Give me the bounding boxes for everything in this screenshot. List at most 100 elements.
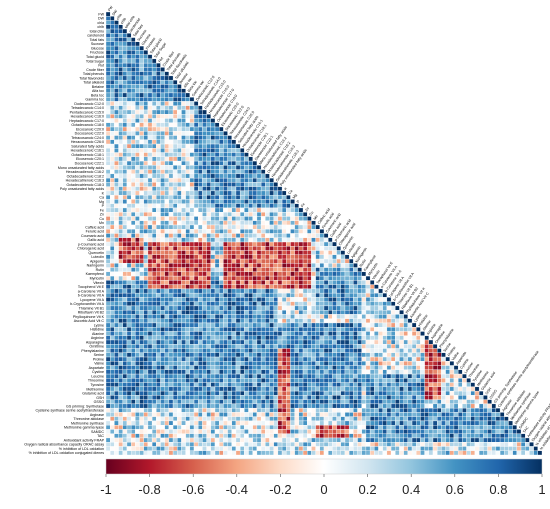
matrix-cell	[160, 109, 165, 115]
matrix-cell	[231, 258, 237, 264]
matrix-cell	[353, 395, 358, 400]
matrix-cell	[185, 267, 191, 273]
matrix-cell	[126, 361, 132, 366]
matrix-cell	[252, 407, 258, 413]
matrix-cell	[411, 356, 417, 362]
matrix-cell	[265, 369, 270, 375]
matrix-cell	[290, 301, 295, 307]
matrix-cell	[244, 199, 249, 204]
matrix-cell	[185, 156, 191, 162]
matrix-cell	[457, 382, 463, 388]
matrix-cell	[160, 254, 165, 260]
matrix-cell	[202, 399, 207, 405]
matrix-cell	[227, 433, 232, 439]
matrix-cell	[219, 318, 224, 324]
matrix-cell	[210, 118, 216, 123]
matrix-cell	[118, 118, 123, 123]
matrix-cell	[231, 288, 237, 294]
matrix-cell	[172, 229, 178, 234]
matrix-cell	[135, 97, 140, 102]
matrix-cell	[239, 246, 245, 251]
matrix-cell	[307, 224, 312, 230]
matrix-cell	[357, 429, 362, 434]
matrix-cell	[130, 403, 136, 409]
matrix-cell	[319, 356, 325, 362]
matrix-cell	[311, 399, 316, 405]
matrix-cell	[244, 152, 249, 158]
matrix-cell	[130, 344, 136, 349]
matrix-cell	[369, 356, 375, 362]
matrix-cell	[177, 412, 182, 417]
matrix-cell	[168, 177, 174, 183]
matrix-cell	[143, 395, 149, 400]
matrix-cell	[252, 348, 258, 353]
matrix-cell	[110, 131, 115, 136]
matrix-cell	[286, 288, 291, 294]
matrix-cell	[252, 318, 258, 324]
matrix-cell	[344, 258, 350, 264]
matrix-cell	[147, 378, 153, 383]
matrix-cell	[223, 416, 228, 422]
matrix-cell	[307, 365, 312, 370]
matrix-cell	[231, 318, 237, 324]
matrix-cell	[260, 361, 266, 366]
matrix-cell	[357, 305, 362, 311]
matrix-cell	[118, 292, 123, 298]
matrix-cell	[265, 267, 270, 273]
matrix-cell	[344, 395, 350, 400]
matrix-cell	[302, 352, 308, 358]
matrix-cell	[177, 97, 182, 102]
matrix-cell	[344, 309, 350, 315]
matrix-cell	[260, 314, 266, 319]
matrix-cell	[437, 386, 442, 392]
matrix-cell	[126, 207, 132, 213]
matrix-cell	[277, 407, 283, 413]
matrix-cell	[256, 165, 262, 170]
matrix-cell	[235, 412, 241, 417]
matrix-cell	[265, 297, 270, 302]
matrix-cell	[164, 344, 170, 349]
matrix-cell	[164, 352, 170, 358]
matrix-cell	[151, 390, 157, 396]
matrix-cell	[470, 407, 476, 413]
matrix-cell	[474, 390, 480, 396]
matrix-cell	[110, 378, 115, 383]
matrix-cell	[114, 126, 119, 132]
matrix-cell	[340, 322, 346, 328]
matrix-cell	[135, 233, 140, 238]
matrix-cell	[168, 361, 174, 366]
matrix-cell	[118, 229, 123, 234]
matrix-cell	[135, 292, 140, 298]
matrix-cell	[139, 62, 144, 68]
matrix-cell	[252, 373, 258, 379]
matrix-cell	[399, 348, 404, 353]
matrix-cell	[244, 327, 249, 332]
matrix-cell	[181, 433, 186, 439]
matrix-cell	[365, 382, 371, 388]
matrix-cell	[189, 395, 195, 400]
matrix-cell	[399, 314, 404, 319]
matrix-cell	[139, 254, 144, 260]
matrix-cell	[420, 399, 425, 405]
matrix-cell	[315, 390, 320, 396]
matrix-cell	[403, 369, 409, 375]
matrix-cell	[290, 378, 295, 383]
matrix-cell	[135, 41, 140, 47]
matrix-cell	[361, 335, 367, 341]
matrix-cell	[302, 365, 308, 370]
matrix-cell	[156, 212, 161, 217]
matrix-cell	[407, 339, 413, 345]
matrix-cell	[386, 327, 392, 332]
matrix-cell	[437, 390, 442, 396]
matrix-cell	[168, 79, 174, 85]
matrix-cell	[239, 148, 245, 153]
matrix-cell	[206, 194, 211, 200]
matrix-cell	[164, 139, 170, 145]
matrix-cell	[256, 361, 262, 366]
matrix-cell	[252, 250, 258, 255]
matrix-cell	[135, 199, 140, 204]
matrix-cell	[403, 314, 409, 319]
matrix-cell	[248, 246, 253, 251]
matrix-cell	[198, 297, 203, 302]
matrix-cell	[269, 254, 274, 260]
